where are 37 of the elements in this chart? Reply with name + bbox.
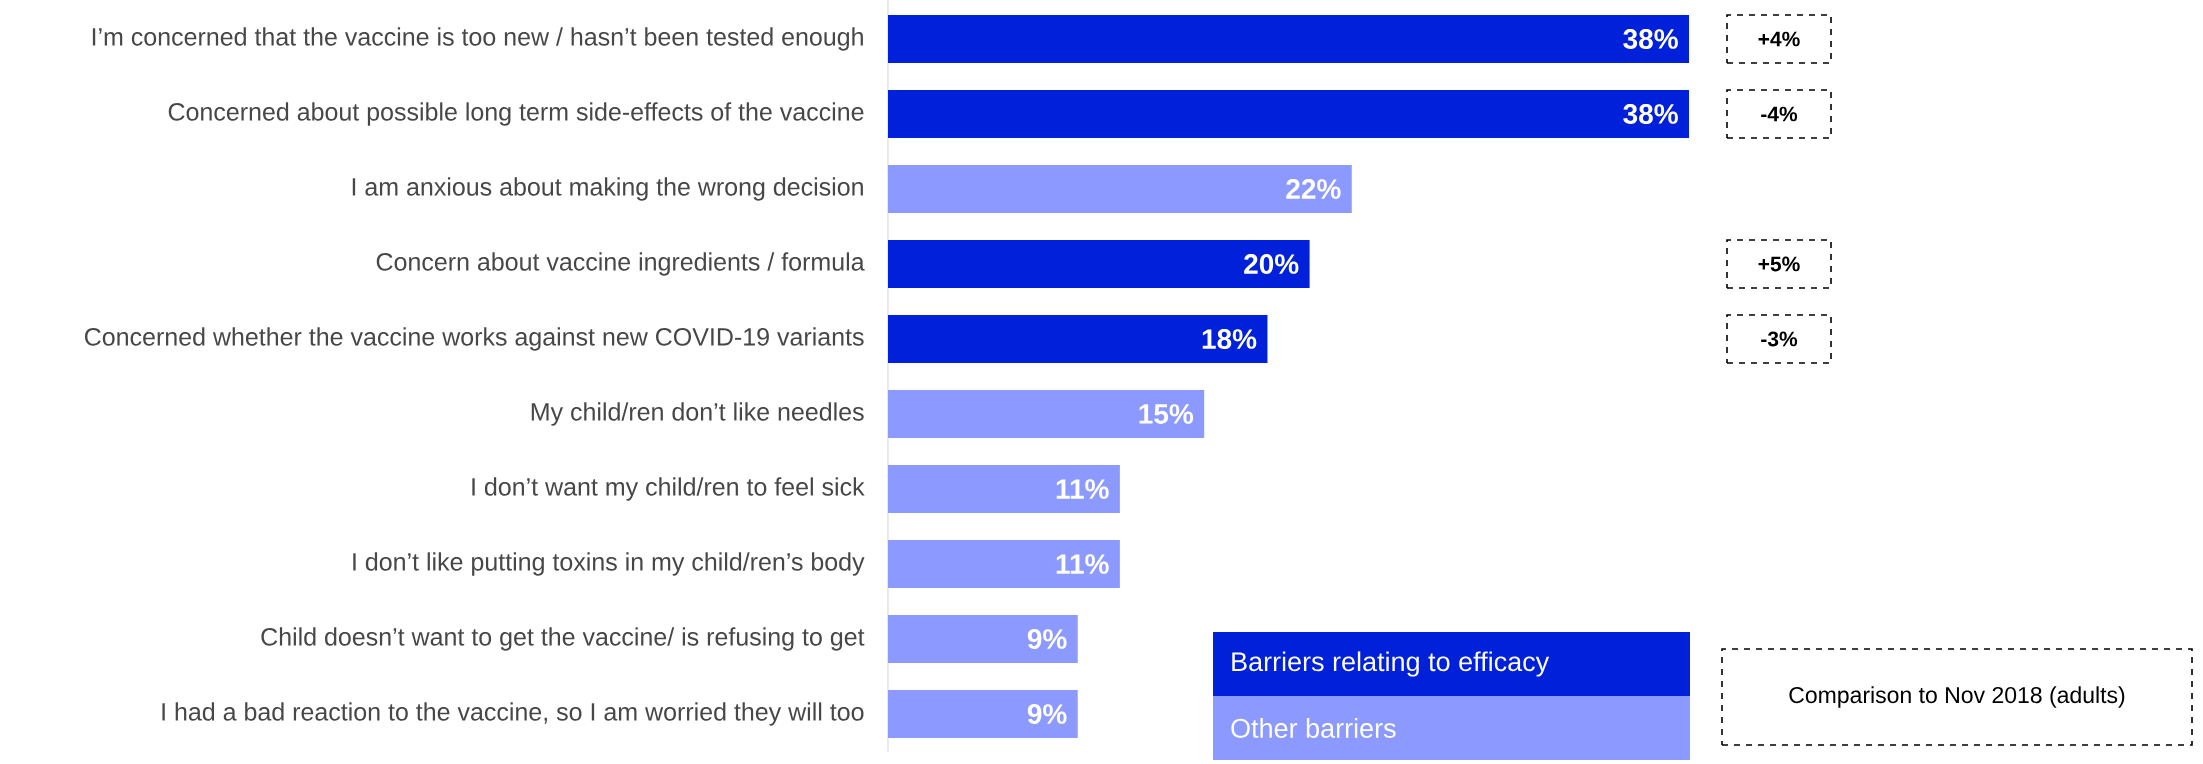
bar [888, 390, 1205, 439]
data-label: 9% [1027, 629, 1067, 649]
y-tick-label: I don’t like putting toxins in my child/ren’s body [353, 552, 865, 576]
text: Other barriers [1231, 718, 1396, 738]
y-tick-label: Child doesn’t want to get the vaccine/ is refusing to get [261, 627, 865, 651]
y-tick-label: Concerned whether the vaccine works against new COVID-19 variants [84, 327, 864, 351]
data-label: 22% [1286, 179, 1341, 199]
bar [888, 15, 1690, 63]
y-tick-label: Concerned about possible long term side-effects of the vaccine [168, 102, 864, 126]
text: -3% [1761, 331, 1798, 347]
data-label: 18% [1202, 329, 1257, 349]
bar [888, 165, 1352, 213]
data-label: 11% [1056, 479, 1109, 499]
data-label: 11% [1056, 554, 1109, 574]
bar [888, 615, 1078, 664]
y-tick-label: Concern about vaccine ingredients / formula [376, 252, 865, 276]
bar [888, 690, 1078, 739]
text: Comparison to Nov 2018 (adults) [1789, 686, 2125, 708]
bar [888, 90, 1690, 139]
bar [888, 240, 1310, 288]
bar [888, 465, 1120, 513]
data-label: 38% [1623, 29, 1678, 49]
y-tick-label: I had a bad reaction to the vaccine, so I am worried they will too [162, 702, 864, 726]
text: -4% [1761, 106, 1798, 122]
y-tick-label: I’m concerned that the vaccine is too new / hasn’t been tested enough [92, 27, 863, 51]
text: +5% [1758, 256, 1800, 272]
bar [888, 540, 1120, 588]
data-label: 9% [1027, 704, 1067, 724]
text: +4% [1758, 31, 1800, 47]
data-label: 15% [1139, 404, 1194, 424]
bar [888, 315, 1268, 364]
y-tick-label: My child/ren don’t like needles [531, 402, 864, 426]
y-tick-label: I don’t want my child/ren to feel sick [472, 477, 865, 501]
data-label: 38% [1623, 104, 1678, 124]
text: Barriers relating to efficacy [1232, 651, 1550, 677]
data-label: 20% [1244, 254, 1299, 274]
y-tick-label: I am anxious about making the wrong decision [352, 177, 863, 201]
